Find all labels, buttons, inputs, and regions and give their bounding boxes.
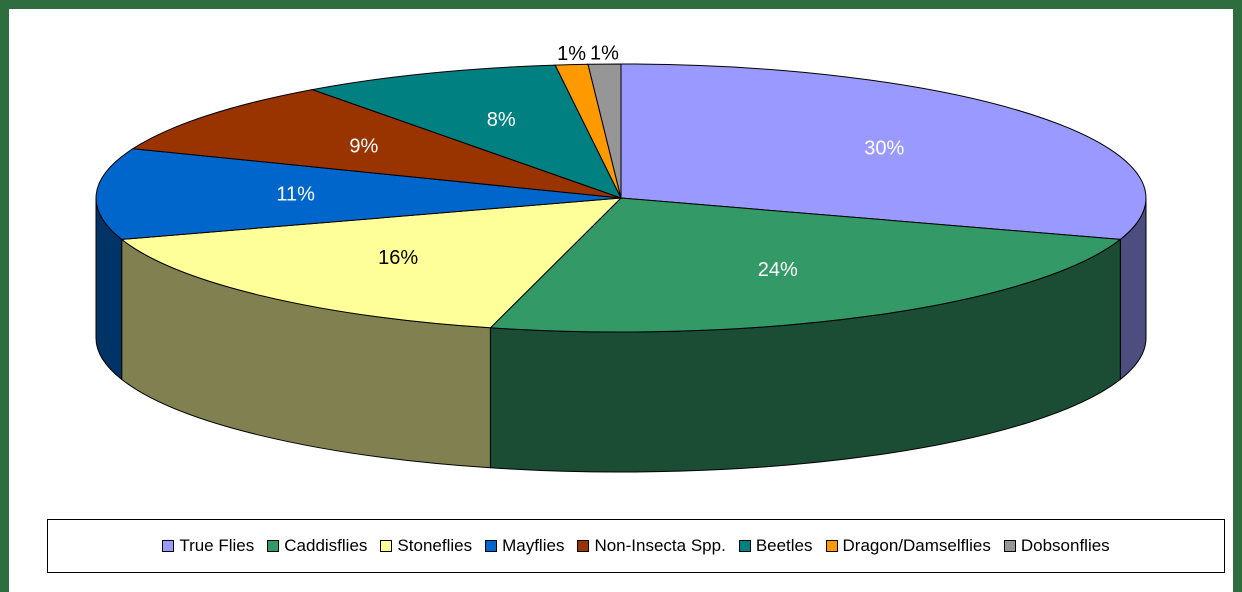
slice-label: 8% [487,109,516,131]
legend-label: Stoneflies [397,536,473,555]
legend-item: Dobsonflies [1003,536,1110,556]
pie-slice-dobsonflies [587,63,622,199]
pie-slice-non-insecta-spp- [131,89,622,199]
legend: True Flies Caddisflies Stoneflies Mayflies N… [47,519,1225,573]
pie-slice-mayflies [95,148,622,240]
slice-label: 1% [557,43,586,65]
pie-slice-true-flies [620,63,1147,240]
legend-item: True Flies [162,536,254,556]
legend-item: Beetles [738,536,813,556]
legend-swatch [825,540,838,552]
slice-label: 9% [349,135,378,157]
legend-item: Caddisflies [267,536,367,556]
legend-swatch [485,540,498,552]
legend-label: Caddisflies [284,536,368,555]
slice-label: 1% [590,42,619,64]
legend-swatch [738,540,751,552]
slice-label: 30% [864,137,904,159]
legend-label: Mayflies [502,536,565,555]
legend-label: Beetles [755,536,813,555]
legend-swatch [577,540,590,552]
legend-label: True Flies [179,536,255,555]
legend-swatch [267,540,280,552]
legend-label: Non-Insecta Spp. [594,536,726,555]
legend-item: Stoneflies [380,536,472,556]
slice-label: 16% [378,247,418,269]
legend-label: Dobsonflies [1020,536,1110,555]
legend-swatch [1003,540,1016,552]
pie-chart: 30% 24% 16% 11% 9% 8% 1% 1% [95,42,1147,473]
legend-swatch [162,540,175,552]
pie-slice-stoneflies [120,197,623,329]
pie-slice-caddisflies [489,197,1122,333]
pie-slice-beetles [310,64,622,199]
legend-swatch [380,540,393,552]
slice-label: 11% [276,184,315,206]
slice-label: 24% [758,259,798,281]
legend-item: Non-Insecta Spp. [577,536,726,556]
legend-item: Dragon/Damselflies [825,536,991,556]
legend-item: Mayflies [485,536,564,556]
legend-label: Dragon/Damselflies [842,536,991,555]
